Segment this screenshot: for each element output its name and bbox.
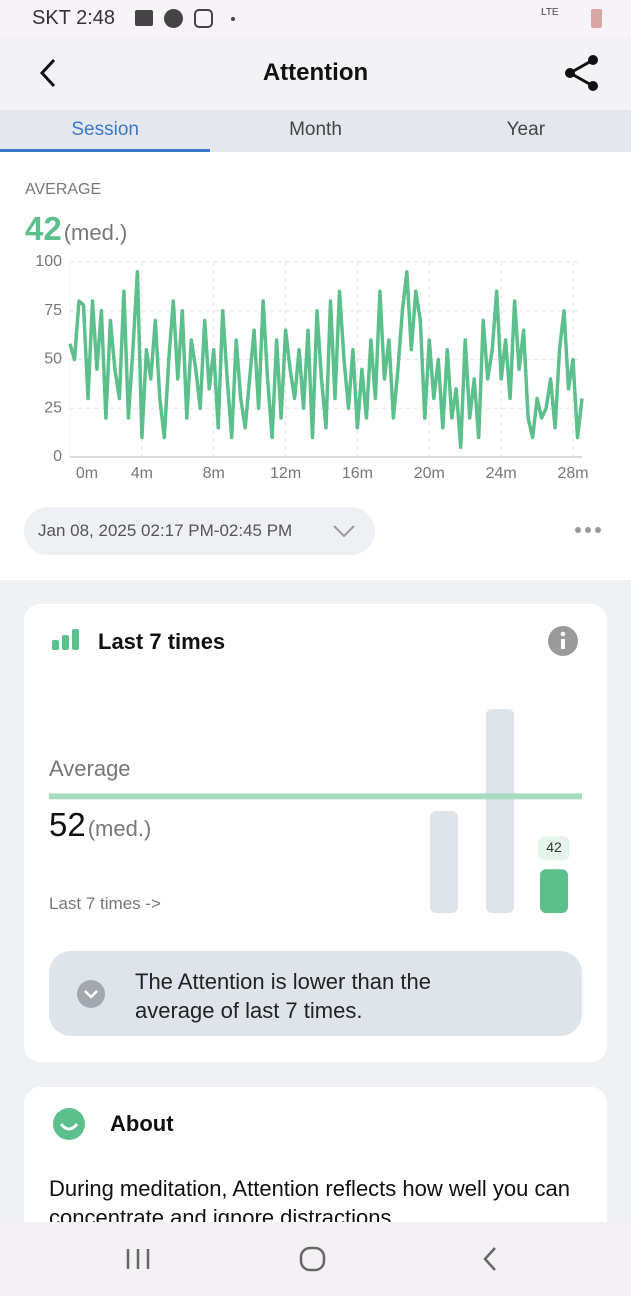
about-title: About: [110, 1111, 174, 1136]
about-text: During meditation, Attention reflects ho…: [49, 1176, 570, 1230]
y-tick-label: 25: [44, 399, 62, 416]
carrier-time: SKT 2:48: [32, 7, 116, 29]
tab-indicator: [0, 149, 211, 152]
x-tick-label: 12m: [270, 465, 301, 482]
nav-bar: [0, 1222, 631, 1296]
header: Attention: [0, 37, 631, 110]
info-button[interactable]: [547, 625, 579, 657]
last-times-chart: 42: [49, 709, 582, 913]
y-tick-label: 75: [44, 302, 62, 319]
average-label: AVERAGE: [25, 181, 102, 198]
session-selector[interactable]: Jan 08, 2025 02:17 PM-02:45 PM: [24, 507, 375, 555]
share-button[interactable]: [562, 53, 602, 93]
back-button[interactable]: [36, 57, 60, 89]
tab-bar: Session Month Year: [0, 110, 631, 152]
comparison-message: The Attention is lower than the average …: [49, 951, 582, 1036]
x-tick-label: 24m: [486, 465, 517, 482]
last-times-card: Last 7 times Average 52(med.) Last 7 tim…: [24, 604, 607, 1062]
status-dot: [231, 17, 235, 21]
history-bar: [540, 869, 568, 913]
x-tick-label: 8m: [203, 465, 225, 482]
y-tick-label: 100: [35, 253, 62, 270]
x-tick-label: 0m: [76, 465, 98, 482]
x-tick-label: 20m: [414, 465, 445, 482]
battery: [591, 9, 602, 28]
average-number: 42: [25, 210, 62, 247]
history-link[interactable]: Last 7 times ->: [49, 894, 161, 913]
value-label-bg: [538, 836, 570, 861]
value-label: 42: [546, 839, 562, 855]
page-title: Attention: [262, 59, 369, 86]
message-text: The Attention is lower than the average …: [135, 969, 431, 1023]
card-title: Last 7 times: [98, 629, 226, 654]
attention-chart: 0 25 50 75 100 0m 4m 8m 12m 16m 20m 24m 28m: [35, 253, 588, 482]
average-label: Average: [49, 756, 131, 781]
session-panel: AVERAGE 42(med.) 0 25 50 75 100 0m 4m 8m 12m 16m 2…: [0, 152, 631, 580]
x-tick-label: 16m: [342, 465, 373, 482]
average-number: 52: [49, 806, 86, 843]
attention-line: [68, 270, 584, 450]
message-icon: [77, 980, 105, 1008]
status-icon: [135, 10, 153, 26]
back-nav-button[interactable]: [480, 1246, 500, 1272]
home-button[interactable]: [299, 1246, 327, 1272]
history-bar: [486, 709, 514, 913]
average-unit: (med.): [63, 220, 128, 245]
status-icon: [164, 9, 183, 28]
more-button[interactable]: [572, 522, 604, 538]
status-bar: SKT 2:48 LTE: [0, 0, 631, 37]
recent-apps-button[interactable]: [124, 1247, 152, 1271]
history-bar: [430, 811, 458, 913]
average-value: 52(med.): [49, 806, 151, 844]
tab[interactable]: Year: [506, 119, 546, 140]
y-tick-label: 0: [53, 448, 62, 465]
status-icon: [194, 9, 213, 28]
about-icon: [53, 1108, 85, 1140]
average-unit: (med.): [87, 816, 152, 841]
tab[interactable]: Session: [71, 119, 139, 140]
average-value: 42(med.): [25, 210, 127, 248]
tab[interactable]: Month: [289, 119, 342, 140]
bars-icon: [52, 629, 79, 650]
x-tick-label: 4m: [131, 465, 153, 482]
session-range: Jan 08, 2025 02:17 PM-02:45 PM: [38, 521, 293, 540]
network-type: LTE: [541, 7, 559, 18]
y-tick-label: 50: [44, 351, 62, 368]
dropdown-chevron: [333, 525, 355, 538]
x-tick-label: 28m: [557, 465, 588, 482]
